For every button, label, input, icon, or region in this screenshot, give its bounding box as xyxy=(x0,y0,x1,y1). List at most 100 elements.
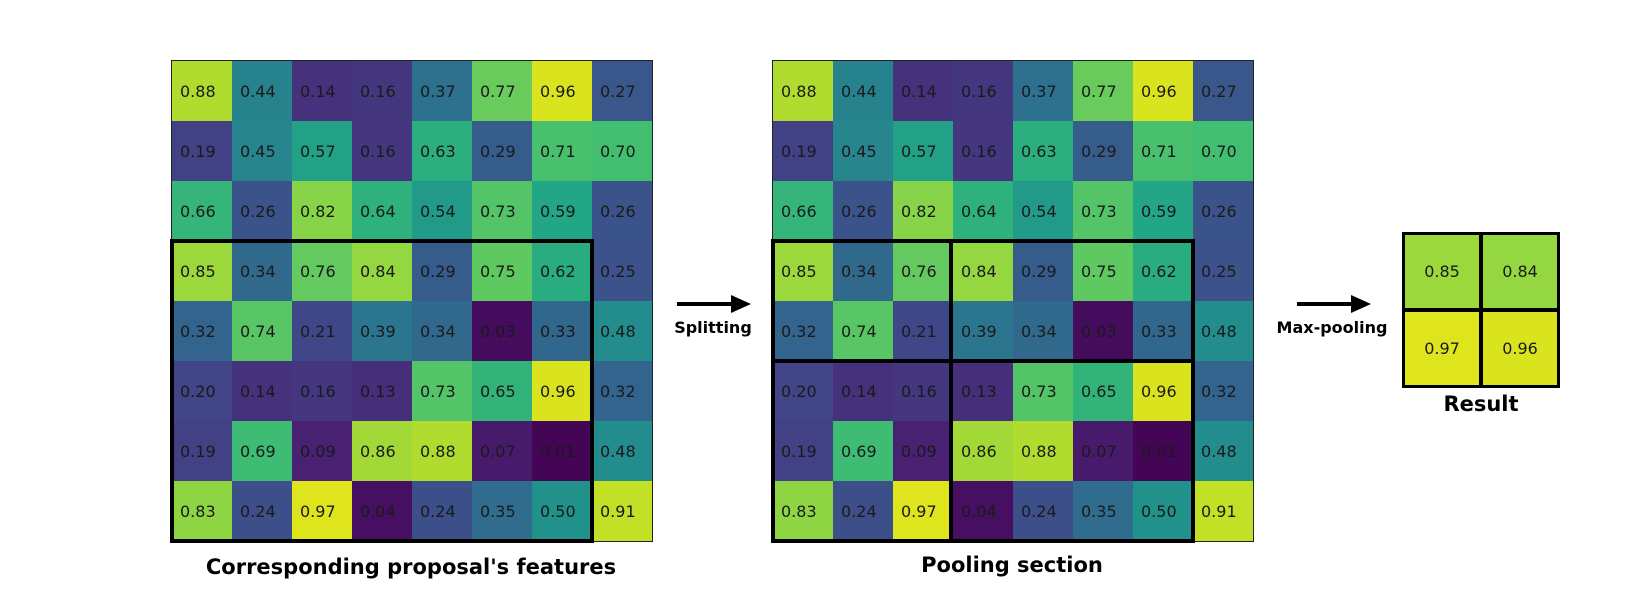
feature-map-cell: 0.88 xyxy=(412,421,472,481)
feature-map-cell: 0.33 xyxy=(532,301,592,361)
feature-map-cell: 0.19 xyxy=(172,121,232,181)
feature-map-cell: 0.24 xyxy=(232,481,292,541)
pooling-section-cell: 0.74 xyxy=(833,301,893,361)
pooling-section-cell: 0.57 xyxy=(893,121,953,181)
feature-map-cell: 0.14 xyxy=(292,61,352,121)
pooling-section-cell: 0.16 xyxy=(953,61,1013,121)
feature-map-cell: 0.29 xyxy=(472,121,532,181)
feature-map-cell: 0.25 xyxy=(592,241,652,301)
feature-map-cell: 0.34 xyxy=(412,301,472,361)
feature-map-cell: 0.59 xyxy=(532,181,592,241)
pooling-section-cell: 0.75 xyxy=(1073,241,1133,301)
pooling-section-caption: Pooling section xyxy=(921,553,1103,577)
pooling-section-cell: 0.76 xyxy=(893,241,953,301)
pooling-section-grid: 0.88 0.44 0.14 0.16 0.37 0.77 0.96 0.27 0.19 0.45… xyxy=(772,60,1254,542)
pooling-section-cell: 0.73 xyxy=(1073,181,1133,241)
feature-map-cell: 0.96 xyxy=(532,361,592,421)
pooling-section-cell: 0.25 xyxy=(1193,241,1253,301)
feature-map-cell: 0.16 xyxy=(352,121,412,181)
pooling-section-cell: 0.29 xyxy=(1073,121,1133,181)
pooling-section-cell: 0.70 xyxy=(1193,121,1253,181)
result-cell: 0.97 xyxy=(1405,312,1479,385)
feature-map-cell: 0.39 xyxy=(352,301,412,361)
feature-map-cell: 0.37 xyxy=(412,61,472,121)
pooling-section-cell: 0.91 xyxy=(1193,481,1253,541)
feature-map-cell: 0.76 xyxy=(292,241,352,301)
feature-map-cell: 0.50 xyxy=(532,481,592,541)
feature-map-cell: 0.01 xyxy=(532,421,592,481)
pooling-section-cell: 0.64 xyxy=(953,181,1013,241)
feature-map-cell: 0.73 xyxy=(412,361,472,421)
pooling-section-cell: 0.71 xyxy=(1133,121,1193,181)
feature-map-cell: 0.73 xyxy=(472,181,532,241)
pooling-section-cell: 0.44 xyxy=(833,61,893,121)
feature-map-cell: 0.66 xyxy=(172,181,232,241)
splitting-arrow-icon xyxy=(677,295,751,313)
feature-map-cell: 0.48 xyxy=(592,421,652,481)
feature-map-cell: 0.69 xyxy=(232,421,292,481)
pooling-section-cell: 0.77 xyxy=(1073,61,1133,121)
result-grid: 0.85 0.84 0.97 0.96 xyxy=(1402,232,1560,388)
pooling-section-cell: 0.62 xyxy=(1133,241,1193,301)
feature-map-cell: 0.65 xyxy=(472,361,532,421)
feature-map-cell: 0.75 xyxy=(472,241,532,301)
max-pooling-arrow-icon xyxy=(1297,295,1371,313)
feature-map-cell: 0.24 xyxy=(412,481,472,541)
pooling-section-cell: 0.32 xyxy=(1193,361,1253,421)
result-cell: 0.85 xyxy=(1405,235,1479,308)
pooling-section-cell: 0.39 xyxy=(953,301,1013,361)
feature-map-cell: 0.82 xyxy=(292,181,352,241)
pooling-section-cell: 0.07 xyxy=(1073,421,1133,481)
pooling-section-cell: 0.33 xyxy=(1133,301,1193,361)
feature-map-cell: 0.97 xyxy=(292,481,352,541)
feature-map-cell: 0.32 xyxy=(592,361,652,421)
pooling-section-cell: 0.48 xyxy=(1193,301,1253,361)
pooling-section-cell: 0.83 xyxy=(773,481,833,541)
feature-map-cell: 0.13 xyxy=(352,361,412,421)
feature-map-cell: 0.45 xyxy=(232,121,292,181)
pooling-section-cell: 0.16 xyxy=(953,121,1013,181)
pooling-section-cell: 0.73 xyxy=(1013,361,1073,421)
max-pooling-label: Max-pooling xyxy=(1276,318,1388,337)
feature-map-cell: 0.54 xyxy=(412,181,472,241)
feature-map-cell: 0.07 xyxy=(472,421,532,481)
feature-map-cell: 0.83 xyxy=(172,481,232,541)
pooling-section-cell: 0.14 xyxy=(833,361,893,421)
pooling-section-cell: 0.26 xyxy=(1193,181,1253,241)
feature-map-cell: 0.21 xyxy=(292,301,352,361)
feature-map-cell: 0.48 xyxy=(592,301,652,361)
feature-map-cell: 0.26 xyxy=(592,181,652,241)
pooling-section-cell: 0.50 xyxy=(1133,481,1193,541)
pooling-section-cell: 0.84 xyxy=(953,241,1013,301)
pooling-section-cell: 0.86 xyxy=(953,421,1013,481)
pooling-section-cell: 0.65 xyxy=(1073,361,1133,421)
pooling-section-cell: 0.01 xyxy=(1133,421,1193,481)
feature-map-cell: 0.20 xyxy=(172,361,232,421)
feature-map-cell: 0.14 xyxy=(232,361,292,421)
feature-map-cell: 0.57 xyxy=(292,121,352,181)
pooling-section-cell: 0.21 xyxy=(893,301,953,361)
pooling-section-cell: 0.88 xyxy=(773,61,833,121)
pooling-section-cell: 0.97 xyxy=(893,481,953,541)
feature-map-cell: 0.70 xyxy=(592,121,652,181)
feature-map-cell: 0.26 xyxy=(232,181,292,241)
pooling-section-cell: 0.20 xyxy=(773,361,833,421)
pooling-section-cell: 0.04 xyxy=(953,481,1013,541)
feature-map-cell: 0.32 xyxy=(172,301,232,361)
pooling-section-cell: 0.88 xyxy=(1013,421,1073,481)
pooling-section-cell: 0.32 xyxy=(773,301,833,361)
feature-map-cell: 0.34 xyxy=(232,241,292,301)
pooling-section-cell: 0.96 xyxy=(1133,61,1193,121)
feature-map-cell: 0.74 xyxy=(232,301,292,361)
feature-map-cell: 0.85 xyxy=(172,241,232,301)
pooling-section-cell: 0.63 xyxy=(1013,121,1073,181)
pooling-section-cell: 0.45 xyxy=(833,121,893,181)
feature-map-cell: 0.91 xyxy=(592,481,652,541)
pooling-section-cell: 0.29 xyxy=(1013,241,1073,301)
pooling-section-cell: 0.69 xyxy=(833,421,893,481)
feature-map-cell: 0.03 xyxy=(472,301,532,361)
pooling-section-cell: 0.34 xyxy=(833,241,893,301)
feature-map-cell: 0.71 xyxy=(532,121,592,181)
feature-map-cell: 0.16 xyxy=(352,61,412,121)
feature-map-cell: 0.04 xyxy=(352,481,412,541)
